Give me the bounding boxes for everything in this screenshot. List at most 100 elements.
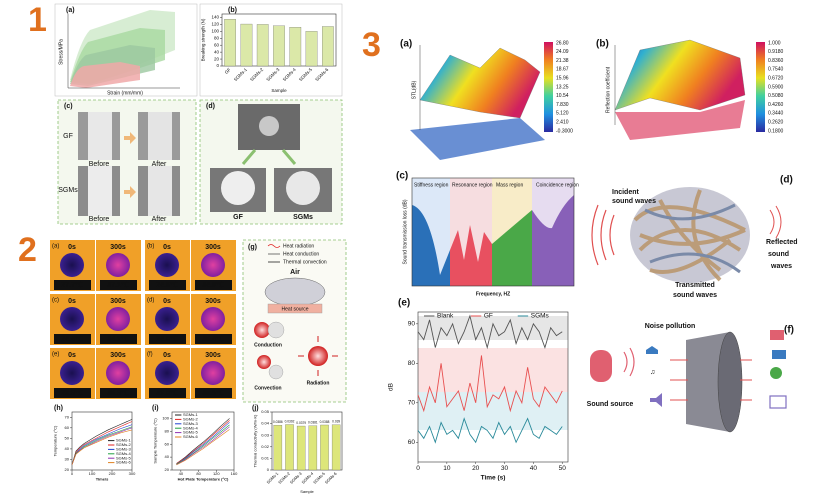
diagram-label: Sound source [587,401,634,408]
panel-2g: (g) Heat radiation Heat conduction Therm… [242,239,347,403]
panel-label: (d) [780,175,793,186]
panel-label: (b) [228,7,237,14]
panel-label: (c) [52,298,59,304]
diagram-label: waves [770,263,792,270]
icon [770,330,784,340]
heat-source [267,303,323,314]
colorbar-label: 15.96 [556,76,569,82]
y-tick-label: 40 [165,454,170,459]
legend-text: SGMs-6 [183,434,198,439]
panel-label: (f) [784,325,794,336]
y-tick-label: 70 [408,400,416,407]
x-tick-label: GF [224,67,232,75]
molecule [308,346,328,366]
legend-text: SGMs-4 [116,451,131,456]
time-label: 0s [163,298,171,305]
molecule [268,364,284,380]
data-label: 0.0392 [285,419,295,423]
diagram-label: sound waves [612,198,656,205]
panel-label: (h) [54,405,63,412]
y-tick-label: 20 [214,56,220,61]
panel-label: (b) [147,244,154,250]
curve-layer [70,62,140,88]
legend-text: SGMs-3 [116,446,131,451]
panel-3d: (d) Incident sound waves Reflected sound… [591,175,798,299]
time-label: 0s [68,352,76,359]
y-tick-label: 40 [65,446,70,451]
colorbar-label: 5.120 [556,111,569,117]
x-axis-label: Time/s [96,477,109,482]
colorbar-ticks: 26.80 24.09 21.38 18.67 15.96 13.25 10.54 7.830… [556,40,573,134]
legend-text: SGMs-1 [116,438,131,443]
temp-label: 30.8℃ [156,389,178,397]
thermal-spot [60,361,84,385]
arrow [124,132,136,144]
icon [590,350,612,382]
x-tick-label: 160 [231,471,238,476]
panel-1d: (d) GF SGMs [199,99,343,225]
panel-3b: (b) Reflection coefficient 1.000 0.9180 0.… [596,39,784,140]
time-label: 300s [205,244,221,251]
colorbar-ticks: 1.000 0.9180 0.8360 0.7540 0.6720 0.5900 0.508… [768,40,784,134]
sound-wave [769,205,782,239]
section-number: 1 [28,1,47,39]
time-label: 0s [163,244,171,251]
projection [410,118,545,160]
data-label: 0.039 [332,420,340,424]
diagram-label: Noise pollution [645,323,696,330]
thermal-spot [155,307,179,331]
temp-box [149,280,186,290]
thermal-spot [60,307,84,331]
thermal-spot [201,253,225,277]
panel-1a: (a) Strain (mm/mm) Stress/MPa [54,3,198,97]
series-line [176,422,230,465]
x-tick-label: 50 [559,465,567,472]
time-label: 300s [110,298,126,305]
photo [259,116,279,136]
bar [285,424,294,471]
panel-label: (e) [52,352,59,358]
y-tick-label: 90 [408,321,416,328]
temp-box [54,280,91,290]
x-axis-label: Sample [300,489,314,494]
bar [322,26,334,67]
thermal-spot [201,307,225,331]
thermal-spot [201,361,225,385]
colorbar-label: 24.09 [556,49,569,55]
photo [148,166,172,216]
y-axis-label: Temperature (°C) [52,425,57,456]
x-tick-label: SGMs-3 [265,67,281,83]
colorbar-label: 0.3440 [768,111,784,117]
thermal-spot [155,253,179,277]
panel-3e: (e) [398,298,568,430]
plot-frame [271,411,343,471]
colorbar-label: 18.67 [556,67,569,73]
y-tick-label: 80 [214,35,220,40]
section-number: 3 [362,26,381,64]
series-line [417,355,563,413]
legend-text: Heat conduction [283,251,319,257]
plot-frame [411,177,575,287]
bar [224,19,236,67]
photo-caption: GF [233,214,243,221]
panel-frame [54,3,198,97]
legend-text: GF [484,313,493,320]
photo-caption: SGMs [293,214,313,221]
panel-frame [242,239,347,403]
axis-label: Reflection coefficient [605,66,611,113]
x-tick-label: 80 [196,471,201,476]
icon [772,350,786,359]
projection [615,100,745,140]
region-label: Coincidence region [536,182,579,188]
panel-label: (c) [64,103,73,110]
temp-box [100,280,137,290]
colorbar-label: 0.5080 [768,93,784,99]
surface [614,39,746,111]
temp-label: 26.8℃ [156,335,178,343]
colorbar [544,42,553,132]
panel-1c: (c) GF SGMs Before After Before After [57,99,197,225]
x-tick-label: 0 [71,471,74,476]
molecule [267,321,285,339]
diagram-label: sound [768,251,789,258]
row-label: GF [63,133,73,140]
